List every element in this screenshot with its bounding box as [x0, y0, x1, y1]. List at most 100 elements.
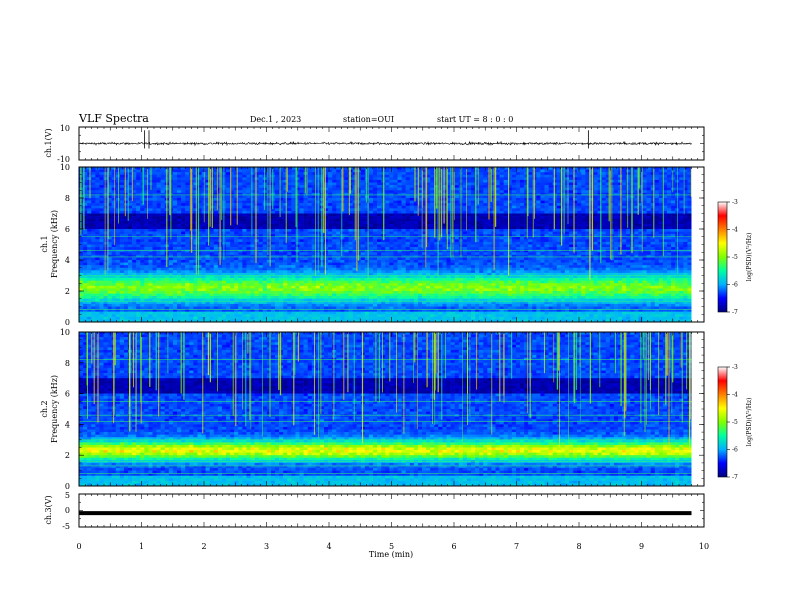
- spectrogram-cell: [601, 210, 607, 214]
- spectrogram-cell: [156, 167, 161, 170]
- spectrogram-cell: [115, 185, 121, 188]
- spectrogram-cell: [172, 174, 178, 178]
- spectrogram-cell: [226, 190, 231, 194]
- spectrogram-cell: [683, 229, 688, 232]
- spectrogram-cell: [515, 198, 521, 201]
- spectrogram-cell: [160, 223, 166, 227]
- spectrogram-cell: [544, 205, 549, 209]
- spectrogram-cell: [417, 239, 423, 243]
- spectrogram-cell: [177, 208, 182, 212]
- spectrogram-cell: [156, 216, 161, 219]
- spectrogram-cell: [646, 216, 651, 219]
- spectrogram-cell: [115, 203, 121, 207]
- spectrogram-cell: [123, 174, 129, 178]
- spectrogram-cell: [266, 205, 272, 209]
- spectrogram-cell: [205, 241, 210, 245]
- spectrogram-cell: [209, 244, 215, 248]
- spectrogram-cell: [262, 208, 268, 212]
- spectrogram-cell: [234, 179, 239, 183]
- spectrogram-cell: [597, 167, 602, 170]
- spectrogram-cell: [279, 218, 284, 222]
- spectrogram-cell: [434, 223, 439, 227]
- spectrogram-cell: [650, 185, 656, 188]
- spectrogram-cell: [564, 213, 570, 217]
- spectrogram-cell: [405, 200, 411, 204]
- spectrogram-cell: [197, 182, 202, 186]
- spectrogram-cell: [413, 172, 419, 176]
- spectrogram-cell: [466, 210, 472, 214]
- spectrogram-cell: [275, 231, 280, 235]
- spectrogram-cell: [299, 236, 304, 240]
- spectrogram-cell: [368, 182, 374, 186]
- spectrogram-cell: [560, 198, 566, 201]
- spectrogram-cell: [556, 218, 562, 222]
- spectrogram-cell: [258, 198, 264, 201]
- spectrogram-cell: [373, 234, 378, 238]
- spectrogram-cell: [213, 244, 219, 248]
- spectrogram-cell: [368, 195, 374, 199]
- spectrogram-cell: [495, 179, 500, 183]
- spectrogram-cell: [589, 200, 594, 204]
- spectrogram-cell: [475, 174, 480, 178]
- spectrogram-cell: [364, 210, 370, 214]
- spectrogram-cell: [454, 198, 460, 201]
- spectrogram-cell: [262, 167, 268, 170]
- spectrogram-cell: [642, 182, 647, 186]
- spectrogram-cell: [144, 167, 149, 170]
- spectrogram-cell: [601, 226, 607, 230]
- spectrogram-cell: [434, 216, 439, 219]
- spectrogram-cell: [507, 218, 513, 222]
- spectrogram-cell: [307, 205, 313, 209]
- spectrogram-cell: [487, 231, 492, 235]
- spectrogram-cell: [536, 216, 541, 219]
- spectrogram-cell: [683, 236, 688, 240]
- spectrogram-cell: [569, 205, 574, 209]
- spectrogram-cell: [275, 210, 280, 214]
- spectrogram-cell: [405, 169, 411, 173]
- spectrogram-cell: [495, 187, 500, 191]
- spectrogram-cell: [193, 221, 198, 225]
- spectrogram-cell: [336, 236, 341, 240]
- spectrogram-cell: [299, 216, 304, 219]
- spectrogram-cell: [618, 216, 623, 219]
- spectrogram-cell: [172, 247, 178, 250]
- spectrogram-cell: [324, 234, 329, 238]
- spectrogram-cell: [111, 203, 117, 207]
- spectrogram-cell: [368, 185, 374, 188]
- spectrogram-cell: [426, 241, 431, 245]
- spectrogram-cell: [515, 179, 521, 183]
- spectrogram-cell: [622, 185, 627, 188]
- spectrogram-cell: [471, 174, 476, 178]
- spectrogram-cell: [344, 198, 349, 201]
- spectrogram-cell: [589, 218, 594, 222]
- spectrogram-cell: [499, 208, 504, 212]
- spectrogram-cell: [634, 218, 639, 222]
- spectrogram-cell: [622, 179, 627, 183]
- spectrogram-cell: [99, 187, 104, 191]
- spectrogram-cell: [462, 167, 468, 170]
- spectrogram-cell: [368, 190, 374, 194]
- spectrogram-cell: [642, 218, 647, 222]
- spectrogram-cell: [556, 241, 562, 245]
- spectrogram-cell: [193, 205, 198, 209]
- spectrogram-cell: [177, 241, 182, 245]
- spectrogram-cell: [324, 247, 329, 250]
- spectrogram-cell: [87, 221, 92, 225]
- spectrogram-cell: [401, 226, 406, 230]
- spectrogram-cell: [679, 172, 684, 176]
- spectrogram-cell: [168, 239, 174, 243]
- spectrogram-cell: [226, 182, 231, 186]
- spectrogram-cell: [385, 231, 390, 235]
- spectrogram-cell: [283, 213, 288, 217]
- spectrogram-cell: [156, 231, 161, 235]
- spectrogram-cell: [295, 205, 300, 209]
- spectrogram-cell: [152, 239, 157, 243]
- spectrogram-cell: [246, 177, 251, 181]
- spectrogram-cell: [499, 167, 504, 170]
- spectrogram-cell: [226, 169, 231, 173]
- spectrogram-cell: [626, 203, 631, 207]
- spectrogram-cell: [642, 229, 647, 232]
- spectrogram-cell: [422, 226, 427, 230]
- spectrogram-cell: [528, 169, 533, 173]
- spectrogram-cell: [360, 185, 366, 188]
